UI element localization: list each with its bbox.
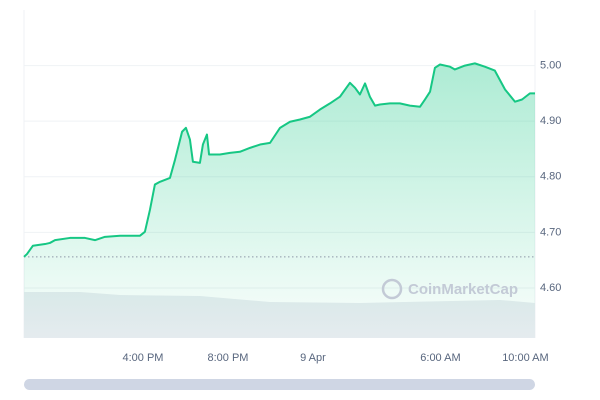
x-tick-label: 4:00 PM bbox=[123, 352, 164, 364]
watermark-text: CoinMarketCap bbox=[408, 281, 518, 298]
y-tick-label: 4.90 bbox=[540, 115, 561, 127]
scrollbar[interactable] bbox=[24, 379, 535, 390]
x-tick-label: 8:00 PM bbox=[207, 352, 248, 364]
watermark-logo bbox=[381, 278, 403, 300]
x-tick-label: 6:00 AM bbox=[420, 352, 460, 364]
watermark: CoinMarketCap bbox=[381, 278, 518, 300]
y-tick-label: 4.60 bbox=[540, 282, 561, 294]
price-area bbox=[24, 63, 535, 339]
y-tick-label: 4.70 bbox=[540, 226, 561, 238]
y-tick-label: 4.80 bbox=[540, 171, 561, 183]
price-line bbox=[23, 62, 535, 258]
y-tick-label: 5.00 bbox=[540, 59, 561, 71]
x-tick-label: 9 Apr bbox=[300, 352, 326, 364]
x-tick-label: 10:00 AM bbox=[502, 352, 548, 364]
